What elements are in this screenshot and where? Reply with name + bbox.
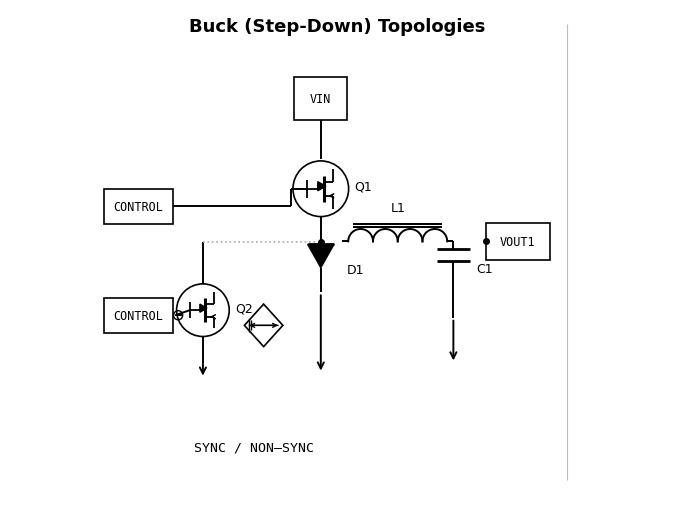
Text: Q1: Q1	[355, 180, 373, 193]
Text: CONTROL: CONTROL	[113, 200, 163, 214]
Text: L1: L1	[390, 201, 405, 215]
Text: D1: D1	[347, 264, 365, 277]
Bar	[104, 298, 173, 333]
Bar	[486, 224, 549, 260]
Text: SYNC / NON–SYNC: SYNC / NON–SYNC	[193, 440, 313, 453]
Bar	[104, 189, 173, 225]
Text: Q2: Q2	[235, 301, 253, 315]
Text: VOUT1: VOUT1	[500, 235, 536, 248]
Bar	[294, 78, 347, 121]
Text: CONTROL: CONTROL	[113, 309, 163, 322]
Text: C1: C1	[476, 262, 493, 275]
Polygon shape	[307, 245, 334, 268]
Polygon shape	[317, 182, 326, 191]
Text: VIN: VIN	[310, 93, 331, 106]
Text: Buck (Step-Down) Topologies: Buck (Step-Down) Topologies	[189, 18, 485, 36]
Polygon shape	[200, 305, 207, 313]
